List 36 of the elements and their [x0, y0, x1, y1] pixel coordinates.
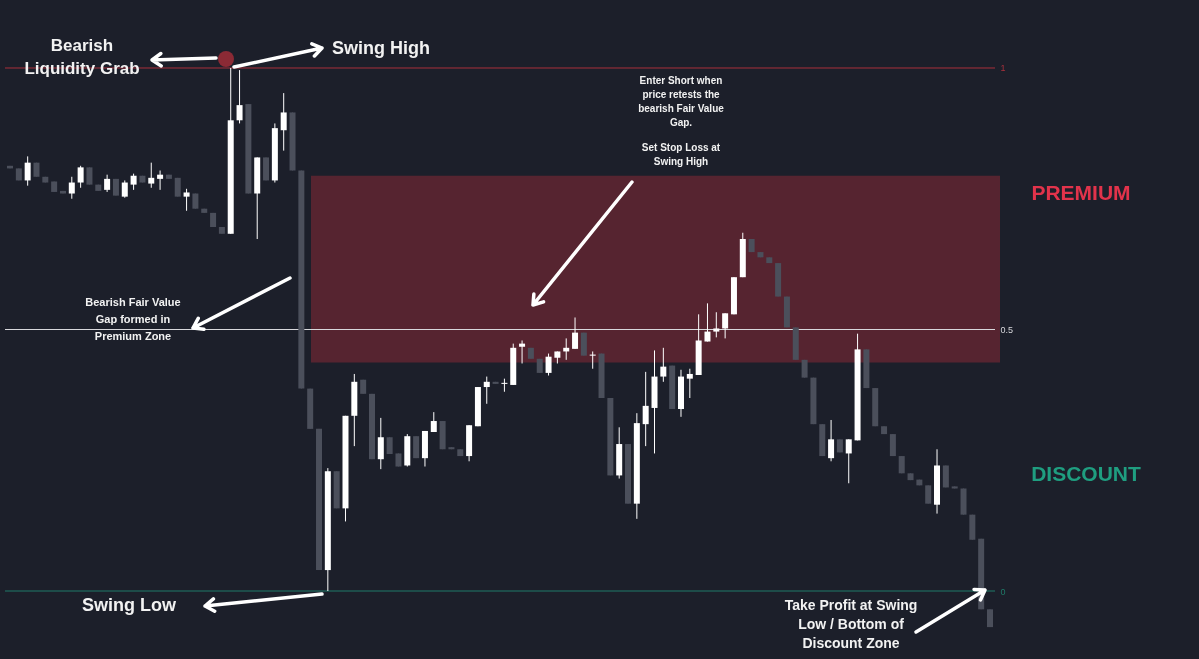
candlestick	[483, 376, 490, 405]
text: DISCOUNT	[1031, 462, 1141, 485]
y-tick-label: 0.5	[1000, 325, 1014, 335]
candlestick	[77, 165, 84, 189]
y-tick-label: 1	[1000, 63, 1006, 74]
candlestick	[642, 371, 649, 447]
candlestick	[501, 378, 508, 393]
candlestick	[148, 162, 155, 189]
candlestick	[845, 438, 852, 484]
y-tick-label: 0	[1000, 586, 1006, 597]
annotation: Swing High	[332, 38, 430, 58]
annotation: Enter Short when price retests the bearish Fair Value Gap.	[638, 75, 725, 128]
candlestick	[828, 419, 835, 462]
candlestick	[377, 417, 384, 470]
candlestick	[660, 347, 667, 383]
candlestick	[236, 69, 243, 124]
candlestick	[722, 312, 729, 339]
candlestick	[925, 484, 932, 505]
candlestick	[183, 188, 190, 212]
candlestick	[545, 353, 552, 377]
candlestick	[157, 170, 164, 191]
candlestick	[572, 316, 579, 350]
candlestick	[68, 176, 75, 200]
candlestick	[713, 311, 720, 338]
annotation: Set Stop Loss at Swing High	[641, 142, 721, 167]
text: PREMIUM	[1031, 181, 1131, 204]
candlestick	[280, 92, 287, 152]
candlestick	[704, 302, 711, 343]
annotation: Bearish Fair Value Gap formed in Premium Zone	[85, 296, 181, 342]
candlestick	[24, 155, 31, 187]
candlestick	[519, 339, 526, 364]
candlestick	[686, 368, 693, 399]
annotation: Take Profit at Swing Low / Bottom of Discount Zone	[784, 597, 918, 651]
candlestick	[589, 350, 596, 370]
annotation: Bearish Liquidity Grab	[24, 36, 140, 78]
annotation: Swing Low	[82, 595, 177, 615]
